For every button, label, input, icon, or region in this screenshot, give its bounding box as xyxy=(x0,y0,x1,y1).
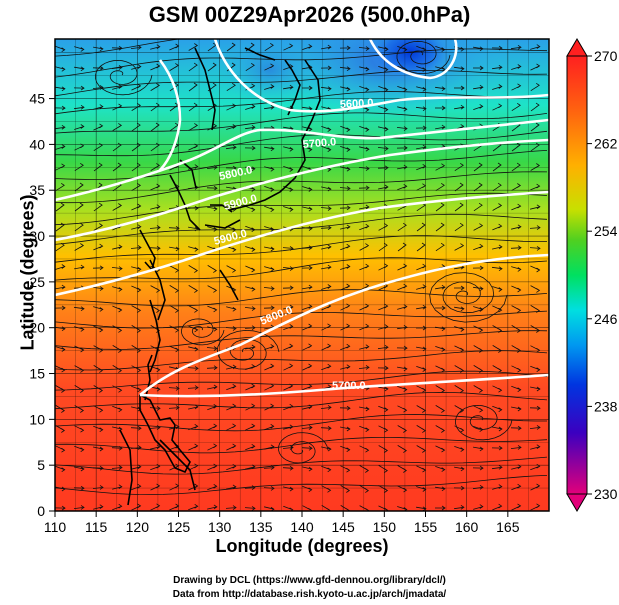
x-tick-label: 160 xyxy=(455,519,479,535)
contour-label: 5700.0 xyxy=(332,380,366,392)
colorbar-scale xyxy=(566,55,588,495)
colorbar-tick-label: 238 xyxy=(594,398,618,414)
x-tick-label: 115 xyxy=(85,519,108,535)
colorbar: 270 262 254 246 238 230 xyxy=(566,38,618,512)
y-axis: 0 5 10 15 20 25 30 35 40 45 xyxy=(29,91,55,519)
y-tick-label: 5 xyxy=(37,457,45,473)
y-tick-label: 10 xyxy=(29,411,45,427)
y-tick-label: 40 xyxy=(29,136,45,152)
x-tick-label: 110 xyxy=(44,519,67,535)
x-tick-label: 130 xyxy=(208,519,232,535)
x-tick-label: 165 xyxy=(496,519,520,535)
contour-label: 5600.0 xyxy=(340,97,374,111)
x-axis: 110 115 120 125 130 135 140 145 150 155 160 165 xyxy=(44,511,520,535)
y-tick-label: 35 xyxy=(29,182,45,198)
x-tick-label: 135 xyxy=(249,519,273,535)
x-tick-label: 140 xyxy=(290,519,314,535)
colorbar-tick-label: 262 xyxy=(594,136,618,152)
colorbar-tick-label: 246 xyxy=(594,311,618,327)
height-contours xyxy=(55,39,549,398)
colorbar-bottom-arrow xyxy=(566,493,588,512)
y-tick-label: 0 xyxy=(37,503,45,519)
y-tick-label: 25 xyxy=(29,274,45,290)
x-tick-label: 150 xyxy=(373,519,397,535)
streamlines xyxy=(55,39,548,511)
colorbar-tick-label: 230 xyxy=(594,486,618,502)
colorbar-tick-label: 270 xyxy=(594,48,618,64)
colorbar-top-arrow xyxy=(566,38,588,57)
x-tick-label: 145 xyxy=(331,519,355,535)
y-tick-label: 15 xyxy=(29,366,45,382)
map-title: GSM 00Z29Apr2026 (500.0hPa) xyxy=(148,2,471,27)
x-tick-label: 125 xyxy=(167,519,191,535)
credit-drawing: Drawing by DCL (https://www.gfd-dennou.o… xyxy=(173,575,446,586)
y-tick-label: 30 xyxy=(29,228,45,244)
x-axis-label: Longitude (degrees) xyxy=(215,536,389,556)
contour-label: 5700.0 xyxy=(302,136,337,151)
colorbar-tick-label: 254 xyxy=(594,223,618,239)
credit-data: Data from http://database.rish.kyoto-u.a… xyxy=(172,589,447,600)
x-tick-label: 120 xyxy=(126,519,150,535)
x-tick-label: 155 xyxy=(414,519,438,535)
y-tick-label: 20 xyxy=(29,320,45,336)
coastlines xyxy=(119,47,321,506)
cold-core-low xyxy=(370,39,450,80)
y-tick-label: 45 xyxy=(29,91,45,107)
